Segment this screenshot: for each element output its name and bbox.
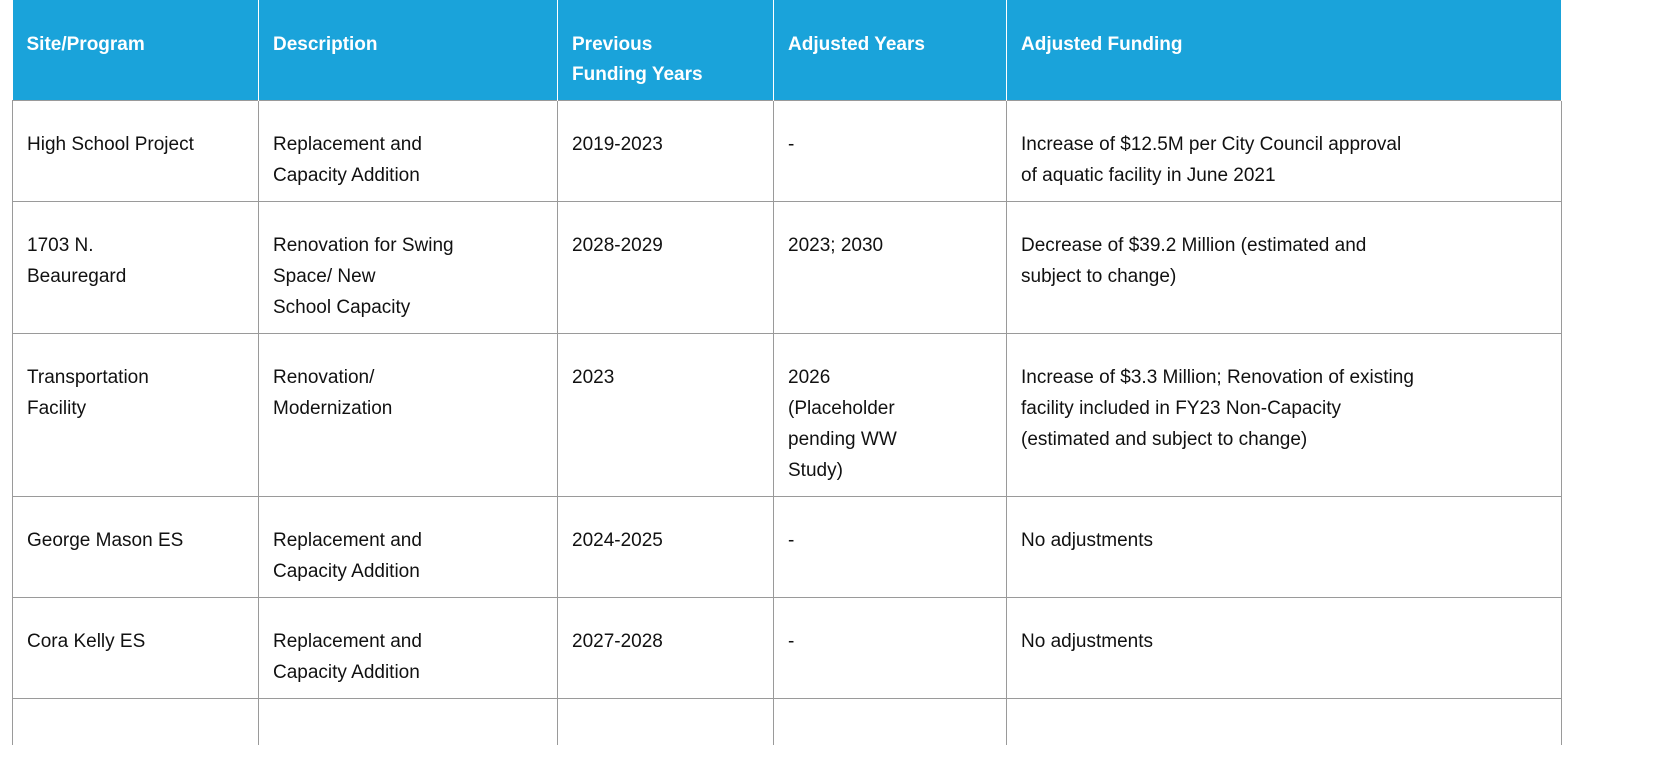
funding-table: Site/Program Description Previous Funding … <box>12 0 1562 745</box>
table-cell: Transportation Facility <box>12 333 259 497</box>
header-cell: Description <box>258 0 558 101</box>
table-cell: - <box>773 496 1007 598</box>
table-row: George Mason ES Replacement and Capacity … <box>12 496 1562 598</box>
table-cell: Increase of $12.5M per City Council appr… <box>1006 100 1562 202</box>
table-row: Cora Kelly ES Replacement and Capacity Ad… <box>12 597 1562 699</box>
table-cell: 2023; 2030 <box>773 201 1007 334</box>
header-cell: Adjusted Years <box>773 0 1007 101</box>
table-cell: Renovation for Swing Space/ New School C… <box>258 201 558 334</box>
table-cell: - <box>773 597 1007 699</box>
table-cell: 2023 <box>557 333 774 497</box>
header-cell: Previous Funding Years <box>557 0 774 101</box>
table-cell <box>773 698 1007 745</box>
table-row: High School Project Replacement and Capac… <box>12 100 1562 202</box>
table-cell: No adjustments <box>1006 496 1562 598</box>
table-cell: Replacement and Capacity Addition <box>258 100 558 202</box>
table-cell: 2019-2023 <box>557 100 774 202</box>
table-cell: Increase of $3.3 Million; Renovation of … <box>1006 333 1562 497</box>
header-cell: Adjusted Funding <box>1006 0 1562 101</box>
table-cell: 2024-2025 <box>557 496 774 598</box>
table-cell: High School Project <box>12 100 259 202</box>
table-cell: George Mason ES <box>12 496 259 598</box>
table-row <box>12 698 1562 745</box>
table-cell <box>557 698 774 745</box>
table-cell: Cora Kelly ES <box>12 597 259 699</box>
table-cell: Renovation/ Modernization <box>258 333 558 497</box>
table-cell <box>12 698 259 745</box>
table-cell: No adjustments <box>1006 597 1562 699</box>
table-cell: 2028-2029 <box>557 201 774 334</box>
table-body: High School Project Replacement and Capac… <box>12 100 1562 745</box>
table-cell: 2027-2028 <box>557 597 774 699</box>
table-cell: - <box>773 100 1007 202</box>
table-cell: 2026 (Placeholder pending WW Study) <box>773 333 1007 497</box>
header-row: Site/Program Description Previous Funding … <box>12 0 1562 101</box>
table-cell <box>1006 698 1562 745</box>
table-row: Transportation Facility Renovation/ Moder… <box>12 333 1562 497</box>
table-cell: Decrease of $39.2 Million (estimated and… <box>1006 201 1562 334</box>
table-cell: Replacement and Capacity Addition <box>258 597 558 699</box>
table-cell: 1703 N. Beauregard <box>12 201 259 334</box>
header-cell: Site/Program <box>12 0 259 101</box>
table-cell: Replacement and Capacity Addition <box>258 496 558 598</box>
table-cell <box>258 698 558 745</box>
table-row: 1703 N. Beauregard Renovation for Swing S… <box>12 201 1562 334</box>
